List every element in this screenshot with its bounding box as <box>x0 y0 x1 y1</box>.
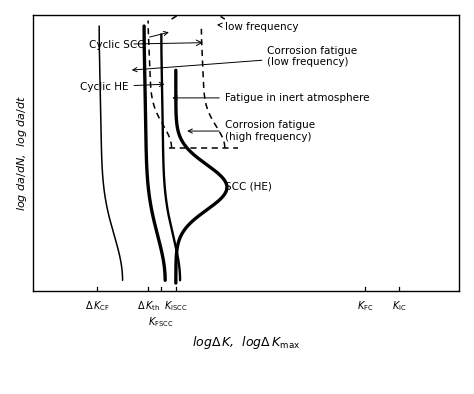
Text: $\Delta\,K_\mathrm{CF}$: $\Delta\,K_\mathrm{CF}$ <box>85 299 109 313</box>
Y-axis label: log $da/dN$,  log $da/dt$: log $da/dN$, log $da/dt$ <box>15 95 29 211</box>
Text: $K_\mathrm{FSCC}$: $K_\mathrm{FSCC}$ <box>148 315 174 329</box>
Text: SCC (HE): SCC (HE) <box>225 181 272 191</box>
Text: Corrosion fatigue
(high frequency): Corrosion fatigue (high frequency) <box>188 120 315 142</box>
Text: Fatigue in inert atmosphere: Fatigue in inert atmosphere <box>173 93 369 103</box>
Text: Cyclic SCC: Cyclic SCC <box>89 32 168 50</box>
Text: $\Delta\,K_\mathrm{th}$: $\Delta\,K_\mathrm{th}$ <box>137 299 160 313</box>
Text: log$\Delta\,K$,  log$\Delta\,K_\mathrm{max}$: log$\Delta\,K$, log$\Delta\,K_\mathrm{ma… <box>192 334 300 351</box>
Text: Cyclic HE: Cyclic HE <box>80 82 164 92</box>
Text: Corrosion fatigue
(low frequency): Corrosion fatigue (low frequency) <box>133 46 357 72</box>
Text: low frequency: low frequency <box>218 22 298 32</box>
Text: $K_\mathrm{IC}$: $K_\mathrm{IC}$ <box>392 299 407 313</box>
Text: $K_\mathrm{FC}$: $K_\mathrm{FC}$ <box>357 299 374 313</box>
Text: $K_\mathrm{ISCC}$: $K_\mathrm{ISCC}$ <box>164 299 188 313</box>
